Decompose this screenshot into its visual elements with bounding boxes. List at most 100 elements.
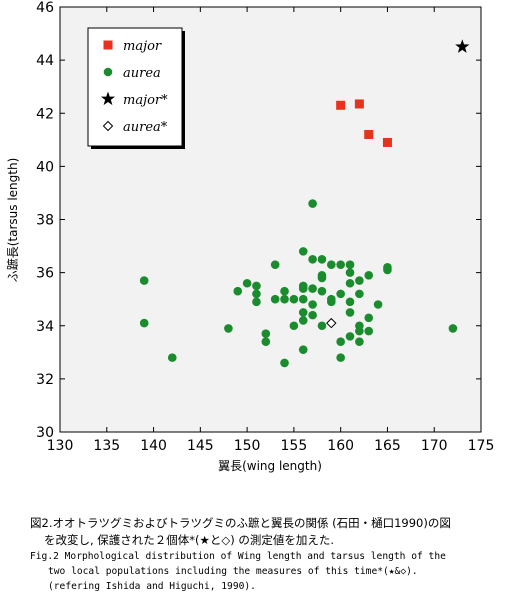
x-axis-ticks: 130 135 140 145 150 155 160 165 170 175 — [47, 7, 494, 454]
x-tick-label: 160 — [327, 438, 354, 454]
data-point-circle — [280, 294, 289, 304]
data-point-circle — [252, 281, 261, 291]
caption-ja-line-1: 図2.オオトラツグミおよびトラツグミのふ蹠と翼長の関係 (石田・樋口1990)の… — [30, 516, 451, 530]
data-point-circle — [317, 255, 327, 264]
x-tick-label: 150 — [234, 438, 261, 454]
legend-label: aurea* — [123, 120, 168, 135]
y-tick-label: 30 — [36, 425, 54, 441]
caption-en-line-3: (refering Ishida and Higuchi, 1990). — [48, 581, 256, 592]
data-point-circle — [289, 294, 299, 304]
data-point-circle — [336, 289, 345, 299]
data-point-diamond — [326, 317, 337, 329]
caption-japanese: 図2.オオトラツグミおよびトラツグミのふ蹠と翼長の関係 (石田・樋口1990)の… — [30, 515, 500, 549]
data-point-circle — [355, 337, 364, 346]
data-point-circle — [308, 300, 317, 309]
legend-marker-circle — [103, 67, 113, 77]
x-tick-label: 135 — [93, 438, 120, 454]
legend-label: aurea — [123, 66, 161, 81]
data-point-circle — [298, 345, 308, 354]
y-axis-ticks: 30 32 34 36 38 40 42 44 46 — [36, 0, 481, 441]
data-point-star — [455, 39, 470, 53]
y-tick-label: 36 — [36, 266, 54, 282]
data-point-circle — [261, 337, 271, 346]
x-tick-label: 145 — [187, 438, 214, 454]
data-point-circle — [289, 321, 299, 331]
legend-label: major — [123, 39, 162, 54]
x-axis-title: 翼長(wing length) — [218, 459, 322, 473]
data-point-circle — [355, 289, 364, 299]
data-point-circle — [364, 313, 374, 323]
data-point-circle — [280, 286, 289, 296]
data-point-circle — [317, 321, 327, 331]
legend-marker-square — [103, 40, 113, 50]
data-point-circle — [345, 297, 355, 307]
x-tick-label: 170 — [421, 438, 448, 454]
data-point-circle — [317, 286, 327, 296]
data-point-circle — [298, 316, 308, 325]
legend: major aurea major* aurea* — [87, 27, 185, 149]
data-point-circle — [270, 260, 280, 269]
data-point-circle — [355, 276, 364, 285]
y-tick-label: 32 — [36, 372, 54, 388]
caption-en-line-1: Fig.2 Morphological distribution of Wing… — [30, 551, 446, 562]
data-point-square — [336, 100, 346, 110]
caption-english: Fig.2 Morphological distribution of Wing… — [30, 549, 500, 594]
data-point-circle — [298, 308, 308, 317]
y-tick-label: 40 — [36, 159, 54, 175]
data-point-circle — [224, 324, 233, 333]
data-point-circle — [317, 273, 327, 283]
data-point-circle — [364, 326, 374, 336]
x-tick-label: 140 — [140, 438, 167, 454]
data-point-circle — [270, 294, 280, 304]
data-point-circle — [308, 199, 317, 208]
x-tick-label: 165 — [374, 438, 401, 454]
data-point-circle — [242, 278, 252, 288]
legend-marker-diamond — [102, 120, 114, 132]
series-aurea-star — [326, 317, 337, 329]
data-point-circle — [355, 326, 364, 336]
data-point-circle — [252, 289, 261, 299]
data-points — [139, 39, 470, 368]
data-point-circle — [167, 353, 177, 362]
series-aurea — [139, 199, 458, 368]
y-axis-title: ふ蹠長(tarsus length) — [5, 158, 20, 283]
data-point-circle — [373, 300, 383, 309]
data-point-circle — [345, 278, 355, 288]
data-point-circle — [336, 260, 345, 269]
data-point-circle — [345, 268, 355, 277]
data-point-circle — [345, 332, 355, 341]
legend-box-shadow-right — [182, 31, 185, 149]
legend-label: major* — [123, 93, 168, 108]
data-point-circle — [280, 358, 289, 368]
data-point-circle — [233, 286, 243, 296]
data-point-circle — [327, 260, 336, 269]
data-point-circle — [308, 255, 317, 264]
data-point-circle — [383, 265, 392, 275]
data-point-circle — [448, 324, 458, 333]
legend-box-shadow-bottom — [91, 146, 185, 149]
legend-marker-star — [100, 91, 116, 106]
caption-en-line-2: two local populations including the meas… — [48, 566, 418, 577]
x-tick-label: 130 — [47, 438, 74, 454]
y-tick-label: 44 — [36, 53, 54, 69]
data-point-circle — [345, 260, 355, 269]
data-point-square — [364, 130, 374, 139]
data-point-circle — [139, 276, 149, 285]
data-point-circle — [336, 353, 345, 362]
data-point-square — [354, 99, 364, 109]
y-tick-label: 42 — [36, 106, 54, 122]
data-point-circle — [336, 337, 345, 346]
data-point-circle — [298, 284, 308, 293]
data-point-circle — [139, 318, 149, 328]
y-tick-label: 38 — [36, 213, 54, 229]
data-point-circle — [345, 308, 355, 317]
series-major — [336, 99, 392, 147]
y-tick-label: 34 — [36, 319, 54, 335]
data-point-circle — [252, 297, 261, 307]
x-tick-label: 155 — [281, 438, 308, 454]
data-point-square — [382, 137, 392, 147]
data-point-circle — [298, 247, 308, 256]
data-point-circle — [364, 270, 374, 280]
data-point-circle — [308, 310, 317, 320]
data-point-circle — [261, 329, 271, 339]
